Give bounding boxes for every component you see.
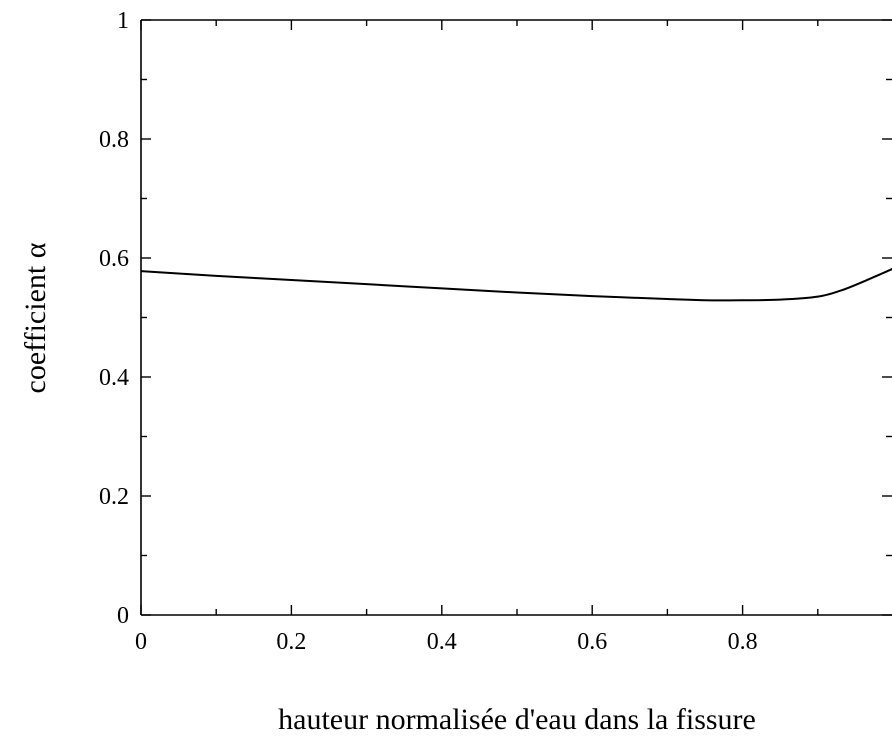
x-tick-label: 0 <box>135 629 147 655</box>
y-tick-label: 0.6 <box>99 246 129 272</box>
axis-ticks <box>140 19 892 616</box>
series-layer <box>140 268 892 302</box>
x-tick-label: 0.8 <box>728 629 758 655</box>
tick-labels: 0 0.2 0.4 0.6 0.8 0 0.2 0.4 0.6 0.8 1 <box>99 8 758 655</box>
y-tick-label: 0.2 <box>99 484 129 510</box>
y-tick-label: 0.8 <box>99 127 129 153</box>
x-tick-label: 0.4 <box>427 629 457 655</box>
x-tick-label: 0.2 <box>276 629 306 655</box>
y-tick-label: 0 <box>117 603 129 629</box>
x-tick-label: 0.6 <box>577 629 607 655</box>
y-tick-label: 0.4 <box>99 365 129 391</box>
y-tick-label: 1 <box>117 8 129 34</box>
x-axis-title: hauteur normalisée d'eau dans la fissure <box>278 703 756 736</box>
y-axis-title: coefficient α <box>19 242 52 393</box>
series-line <box>140 268 892 302</box>
plot-frame <box>140 19 892 616</box>
